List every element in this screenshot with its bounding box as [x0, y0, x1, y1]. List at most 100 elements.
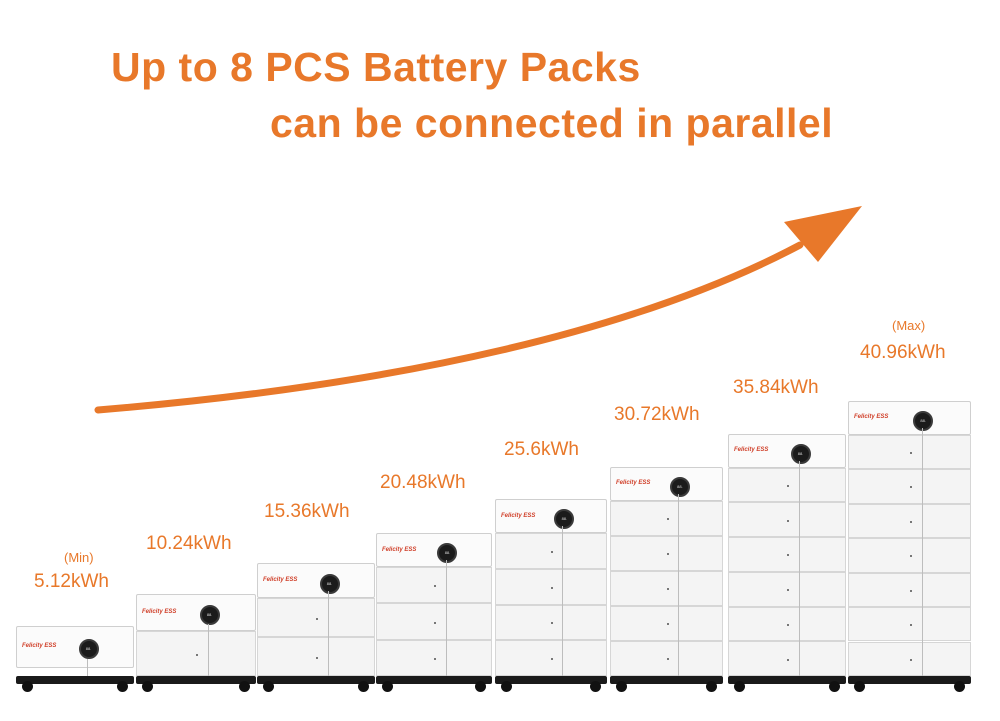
battery-stack-4: Felicity ESS 88. [376, 533, 492, 692]
wheel-base [376, 676, 492, 684]
indicator-dot [551, 658, 553, 661]
headline-line-2: can be connected in parallel [270, 100, 834, 146]
brand-logo: Felicity ESS [854, 414, 889, 421]
panel-seam [921, 427, 923, 676]
lcd-display-icon: 88. [437, 543, 458, 564]
caster-wheel-icon [117, 681, 128, 692]
wheel-base [16, 676, 134, 684]
lcd-display-icon: 88. [790, 444, 811, 465]
panel-seam [445, 560, 447, 676]
lcd-display-icon: 88. [199, 605, 220, 626]
headline-line-1: Up to 8 PCS Battery Packs [111, 44, 641, 90]
wheel-base [728, 676, 846, 684]
caster-wheel-icon [142, 681, 153, 692]
indicator-dot [787, 519, 789, 522]
indicator-dot [787, 658, 789, 661]
indicator-dot [666, 518, 669, 521]
indicator-dot [787, 554, 789, 557]
caster-wheel-icon [382, 681, 393, 692]
battery-module [610, 605, 723, 641]
indicator-dot [909, 624, 912, 627]
indicator-dot [909, 555, 912, 558]
lcd-display-icon: 88. [669, 477, 690, 498]
lcd-display-icon: 88. [913, 411, 934, 432]
indicator-dot [666, 553, 669, 556]
indicator-dot [551, 622, 553, 625]
indicator-dot [787, 623, 789, 626]
caster-wheel-icon [22, 681, 33, 692]
caster-wheel-icon [734, 681, 745, 692]
caster-wheel-icon [263, 681, 274, 692]
control-module [848, 401, 971, 435]
indicator-dot [316, 656, 318, 659]
battery-module [848, 607, 971, 642]
caster-wheel-icon [358, 681, 369, 692]
capacity-label-7: 35.84kWh [733, 377, 819, 398]
panel-seam [327, 591, 329, 676]
indicator-dot [909, 451, 912, 454]
indicator-dot [909, 486, 912, 489]
wheel-base [848, 676, 971, 684]
brand-logo: Felicity ESS [382, 546, 417, 553]
indicator-dot [434, 585, 436, 588]
battery-module [848, 503, 971, 538]
capacity-label-4: 20.48kWh [380, 472, 466, 493]
wheel-base [610, 676, 723, 684]
caster-wheel-icon [616, 681, 627, 692]
panel-seam [86, 659, 88, 676]
battery-module [610, 500, 723, 536]
control-module [728, 434, 846, 468]
brand-logo: Felicity ESS [734, 447, 769, 454]
battery-stack-2: Felicity ESS 88. [136, 594, 256, 692]
caster-wheel-icon [239, 681, 250, 692]
caster-wheel-icon [854, 681, 865, 692]
caster-wheel-icon [590, 681, 601, 692]
brand-logo: Felicity ESS [22, 642, 57, 649]
battery-stack-6: Felicity ESS 88. [610, 467, 723, 692]
brand-logo: Felicity ESS [501, 512, 536, 519]
battery-module [610, 570, 723, 606]
indicator-dot [434, 657, 436, 660]
battery-module [728, 502, 846, 538]
indicator-dot [909, 589, 912, 592]
lcd-display-icon: 88. [78, 638, 99, 659]
min-note: (Min) [64, 550, 94, 565]
indicator-dot [196, 653, 198, 656]
caster-wheel-icon [829, 681, 840, 692]
indicator-dot [909, 658, 912, 661]
indicator-dot [666, 623, 669, 626]
lcd-display-icon: 88. [319, 573, 340, 594]
battery-module [848, 641, 971, 676]
control-module [16, 626, 134, 668]
indicator-dot [666, 588, 669, 591]
brand-logo: Felicity ESS [616, 480, 651, 487]
panel-seam [677, 493, 679, 676]
max-note: (Max) [892, 318, 926, 333]
brand-logo: Felicity ESS [142, 608, 177, 615]
panel-seam [562, 526, 564, 676]
battery-module [495, 533, 607, 569]
battery-stack-1: Felicity ESS 88. [16, 626, 134, 692]
caster-wheel-icon [501, 681, 512, 692]
indicator-dot [434, 621, 436, 624]
battery-stack-7: Felicity ESS 88. [728, 434, 846, 692]
indicator-dot [909, 520, 912, 523]
panel-seam [798, 460, 800, 676]
battery-module [610, 640, 723, 676]
control-module [376, 533, 492, 568]
control-module [610, 467, 723, 501]
battery-stack-8: Felicity ESS 88. [848, 401, 971, 692]
battery-module [495, 568, 607, 605]
battery-module [848, 434, 971, 470]
capacity-label-6: 30.72kWh [614, 404, 700, 425]
wheel-base [136, 676, 256, 684]
caster-wheel-icon [706, 681, 717, 692]
lcd-display-icon: 88. [554, 509, 575, 530]
caster-wheel-icon [954, 681, 965, 692]
capacity-label-1: 5.12kWh [34, 571, 109, 592]
caster-wheel-icon [475, 681, 486, 692]
capacity-label-8: 40.96kWh [860, 342, 946, 363]
indicator-dot [551, 586, 553, 589]
battery-module [495, 640, 607, 676]
battery-module [728, 537, 846, 572]
